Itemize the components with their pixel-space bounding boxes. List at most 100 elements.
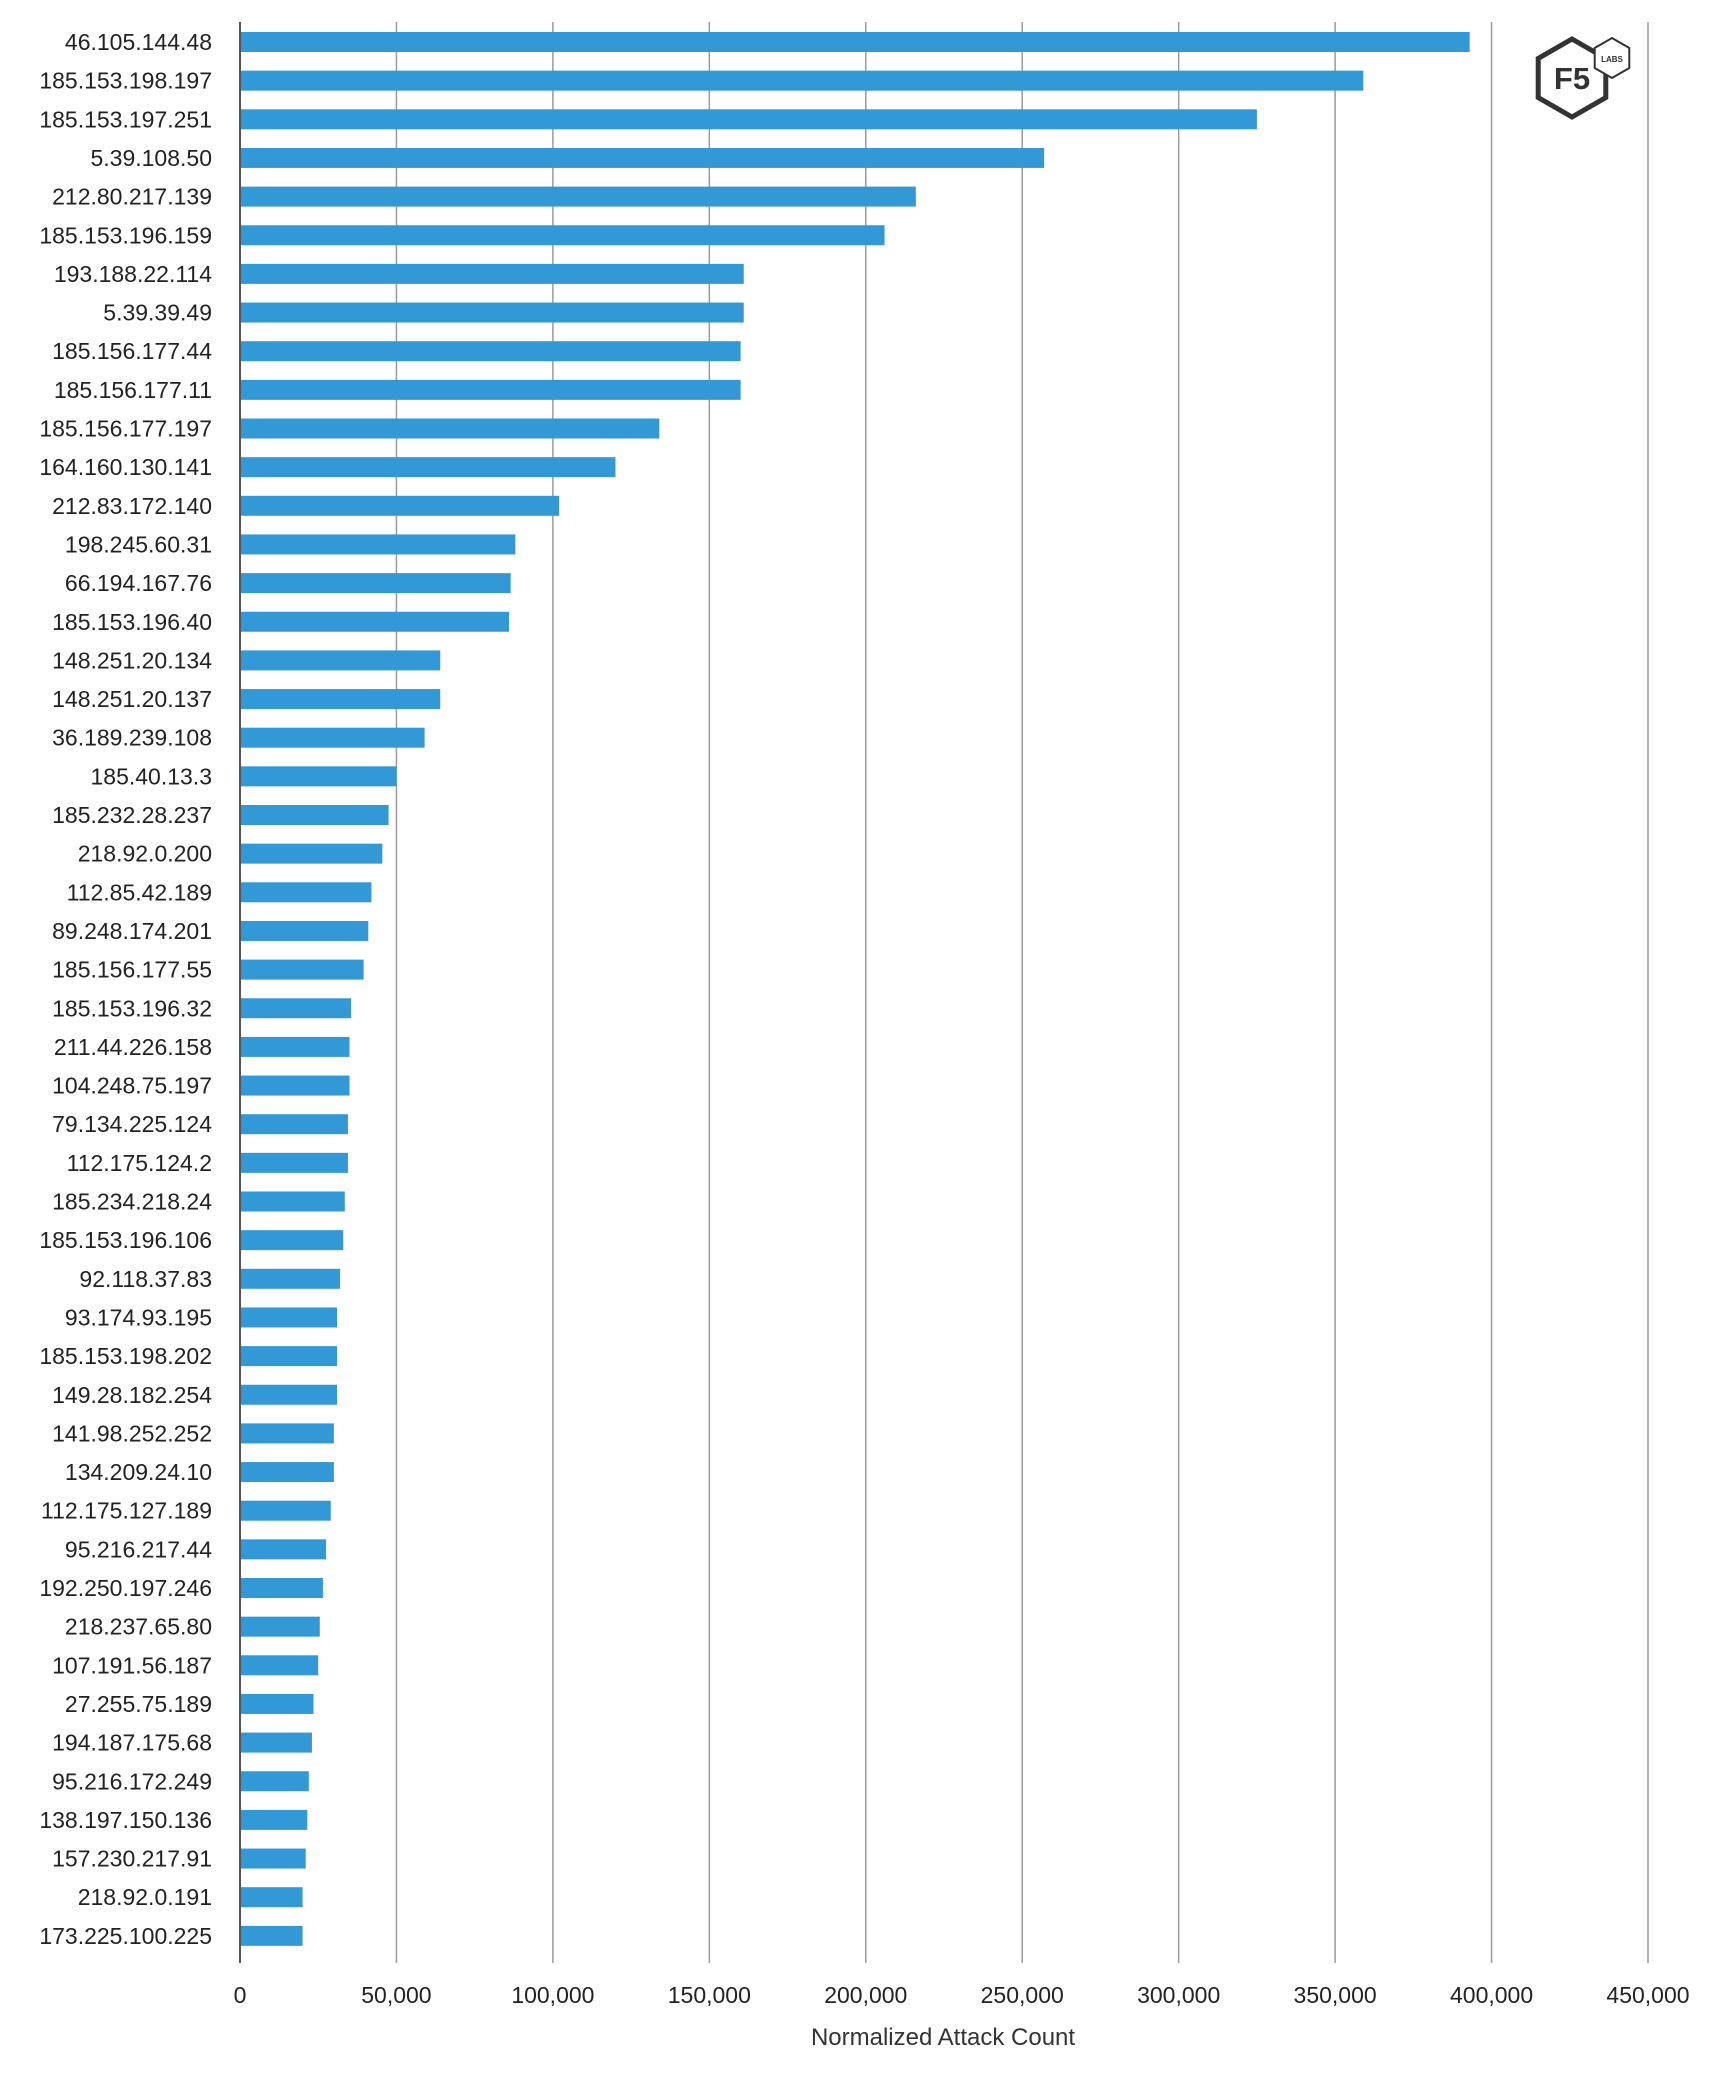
- bar: [240, 1771, 309, 1792]
- bar: [240, 1732, 312, 1753]
- bar: [240, 805, 389, 825]
- f5-labs-logo: F5 LABS: [1535, 36, 1631, 120]
- bar: [240, 882, 372, 903]
- bar: [240, 1152, 348, 1173]
- logo-small-hexagon: [1593, 36, 1631, 80]
- category-label: 218.237.65.80: [65, 1614, 212, 1640]
- category-label: 79.134.225.124: [52, 1111, 212, 1137]
- bar: [240, 1230, 344, 1251]
- category-label: 212.83.172.140: [52, 493, 212, 519]
- category-label: 185.156.177.11: [54, 377, 212, 403]
- category-label: 112.175.124.2: [67, 1150, 212, 1176]
- logo-brand-text: F5: [1554, 61, 1590, 96]
- x-tick-label: 50,000: [361, 1982, 431, 2008]
- bar: [240, 379, 741, 400]
- bar: [240, 611, 510, 632]
- x-tick-label: 250,000: [981, 1982, 1064, 2008]
- bar: [240, 457, 616, 478]
- category-label: 157.230.217.91: [52, 1846, 212, 1872]
- logo-sub-text: LABS: [1601, 55, 1623, 64]
- bar: [240, 650, 441, 671]
- bar: [240, 32, 1470, 52]
- category-label: 173.225.100.225: [39, 1923, 212, 1949]
- bar: [240, 1384, 337, 1405]
- bar: [240, 341, 741, 362]
- x-tick-labels: 0 50,000 100,000 150,000 200,000 250,000 300,0…: [234, 1982, 1690, 2008]
- bar: [240, 766, 397, 787]
- bar: [240, 1423, 334, 1444]
- bar: [240, 1346, 337, 1367]
- bar: [240, 1693, 314, 1714]
- x-axis-title: Normalized Attack Count: [811, 2024, 1075, 2051]
- bar: [240, 1191, 345, 1212]
- bar: [240, 1462, 334, 1483]
- x-tick-label: 0: [234, 1982, 247, 2008]
- category-label: 185.232.28.237: [52, 802, 212, 828]
- category-label: 149.28.182.254: [52, 1382, 212, 1408]
- category-label: 185.153.196.32: [52, 995, 212, 1021]
- bar: [240, 1655, 319, 1676]
- category-label: 185.156.177.197: [39, 416, 212, 442]
- bar: [240, 843, 383, 864]
- category-label: 185.153.198.202: [39, 1343, 212, 1369]
- category-label: 198.245.60.31: [65, 531, 212, 557]
- bar: [240, 263, 744, 284]
- category-label: 185.153.197.251: [39, 106, 212, 132]
- category-label: 218.92.0.200: [78, 841, 212, 867]
- bar: [240, 1848, 306, 1869]
- category-label: 211.44.226.158: [54, 1034, 212, 1060]
- bar: [240, 109, 1257, 130]
- category-label: 95.216.217.44: [65, 1536, 212, 1562]
- category-label: 112.85.42.189: [67, 879, 212, 905]
- bar: [240, 147, 1045, 168]
- bar: [240, 302, 744, 323]
- bars: [240, 32, 1470, 1946]
- category-label: 112.175.127.189: [41, 1498, 212, 1524]
- bar: [240, 1539, 327, 1560]
- category-label: 66.194.167.76: [65, 570, 212, 596]
- category-label: 134.209.24.10: [65, 1459, 212, 1485]
- category-label: 193.188.22.114: [54, 261, 212, 287]
- x-tick-label: 350,000: [1294, 1982, 1377, 2008]
- bar: [240, 418, 660, 439]
- bar: [240, 1500, 331, 1521]
- category-labels: 46.105.144.48 185.153.198.197 185.153.197.…: [39, 29, 212, 1949]
- category-label: 36.189.239.108: [52, 725, 212, 751]
- category-label: 89.248.174.201: [52, 918, 212, 944]
- bar: [240, 998, 352, 1019]
- category-label: 148.251.20.137: [52, 686, 212, 712]
- bar: [240, 689, 441, 710]
- x-tick-label: 200,000: [824, 1982, 907, 2008]
- x-tick-label: 450,000: [1606, 1982, 1689, 2008]
- bar: [240, 1616, 320, 1637]
- x-tick-label: 150,000: [668, 1982, 751, 2008]
- category-label: 141.98.252.252: [52, 1420, 212, 1446]
- bar: [240, 495, 560, 516]
- bar: [240, 534, 516, 555]
- category-label: 95.216.172.249: [52, 1768, 212, 1794]
- category-label: 185.153.196.159: [39, 222, 212, 248]
- category-label: 138.197.150.136: [39, 1807, 212, 1833]
- bar: [240, 1075, 350, 1096]
- category-label: 5.39.39.49: [103, 300, 212, 326]
- bar: [240, 1809, 308, 1830]
- category-label: 185.153.198.197: [39, 68, 212, 94]
- category-label: 5.39.108.50: [90, 145, 212, 171]
- category-label: 212.80.217.139: [52, 184, 212, 210]
- x-tick-label: 300,000: [1137, 1982, 1220, 2008]
- category-label: 92.118.37.83: [79, 1266, 212, 1292]
- category-label: 104.248.75.197: [52, 1073, 212, 1099]
- bar: [240, 1114, 348, 1135]
- category-label: 107.191.56.187: [52, 1652, 212, 1678]
- category-label: 185.156.177.55: [52, 957, 212, 983]
- bar: [240, 959, 364, 980]
- bar: [240, 727, 425, 748]
- bar: [240, 920, 369, 941]
- x-tick-label: 400,000: [1450, 1982, 1533, 2008]
- category-label: 218.92.0.191: [78, 1884, 212, 1910]
- category-label: 46.105.144.48: [65, 29, 212, 55]
- bar: [240, 1268, 341, 1289]
- category-label: 164.160.130.141: [39, 454, 212, 480]
- category-label: 93.174.93.195: [65, 1304, 212, 1330]
